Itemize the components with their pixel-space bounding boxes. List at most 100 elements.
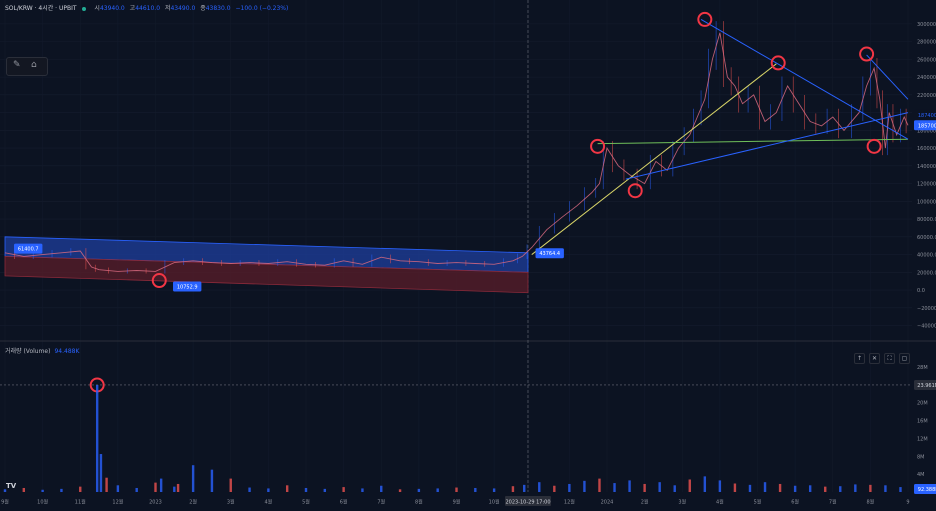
volume-bar <box>824 486 827 492</box>
price-tick-label: 160000.0 <box>917 146 936 152</box>
volume-tick-label: 20M <box>917 401 928 407</box>
time-tick-label: 12월 <box>112 499 123 506</box>
volume-bar <box>793 485 797 492</box>
trend-line-blue[interactable] <box>700 19 909 140</box>
close-value: 43830.0 <box>205 5 231 12</box>
time-tick-label: 4월 <box>716 499 724 506</box>
price-tick-label: 140000.0 <box>917 164 936 170</box>
time-tick-label: 9월 <box>1 499 9 506</box>
price-channels <box>4 236 529 294</box>
price-tick-label: 220000.0 <box>917 93 936 99</box>
current-price-label: 185700.0 <box>918 123 936 129</box>
change-value: −100.0 (−0.23%) <box>235 5 289 12</box>
circle-marker[interactable] <box>627 183 643 199</box>
circle-marker[interactable] <box>151 273 167 289</box>
volume-bar <box>733 483 737 492</box>
draw-tool-icon[interactable]: ✎ <box>13 60 21 70</box>
volume-max-label-box <box>914 379 936 390</box>
circle-marker[interactable] <box>770 55 786 71</box>
current-price-label-box <box>914 120 936 131</box>
time-tick-label: 6월 <box>791 499 799 506</box>
channel-red <box>4 255 529 294</box>
price-tick-label: 300000.0 <box>917 22 936 28</box>
time-tick-label: 2023-10-29 17:00 <box>505 500 550 506</box>
volume-bar <box>688 479 691 492</box>
circle-marker[interactable] <box>697 11 713 27</box>
price-series-line <box>4 32 909 272</box>
volume-max-label: 23.961M <box>917 383 936 389</box>
volume-bar <box>763 482 767 492</box>
volume-bar <box>511 486 515 492</box>
trend-line-blue[interactable] <box>625 112 909 180</box>
volume-bar <box>159 478 163 492</box>
marker-tool-icon[interactable]: ⌂ <box>31 60 37 70</box>
trend-line-blue[interactable] <box>866 54 909 100</box>
price-tick-label: 240000.0 <box>917 75 936 81</box>
low-value: 43490.0 <box>170 5 196 12</box>
time-tick-label: 9 <box>906 500 909 506</box>
time-tick-label: 9월 <box>453 499 461 506</box>
time-tick-label: 10월 <box>37 499 48 506</box>
time-tick-label: 6월 <box>340 499 348 506</box>
volume-title[interactable]: 거래량 (Volume) <box>5 348 51 355</box>
circle-marker[interactable] <box>590 138 606 154</box>
time-tick-label: 3월 <box>227 499 235 506</box>
symbol-title[interactable]: SOL/KRW · 4시간 · UPBIT <box>5 5 77 12</box>
time-tick-label: 2월 <box>641 499 649 506</box>
price-tick-label: 0.0 <box>917 288 925 294</box>
volume-value: 94.488K <box>54 348 80 355</box>
circle-marker[interactable] <box>859 46 875 62</box>
trend-line-yellow[interactable] <box>531 63 777 255</box>
volume-bar <box>229 478 232 492</box>
volume-last-label-box <box>914 484 936 494</box>
volume-bar <box>583 480 586 492</box>
tradingview-logo[interactable]: TV <box>6 482 17 490</box>
time-axis[interactable]: 9월 10월 11월 12월 2023 2월 3월 4월 5월 6월 7월 8월 9월 10월 2023-1… <box>1 496 910 506</box>
high-label: 고 <box>129 5 136 12</box>
volume-bar <box>643 483 646 492</box>
volume-bar <box>323 488 327 492</box>
crosshair-time-box <box>504 496 551 506</box>
volume-bar <box>718 480 722 492</box>
volume-bar <box>436 488 439 492</box>
close-icon[interactable]: ✕ <box>869 353 880 364</box>
time-tick-label: 12월 <box>564 499 575 506</box>
channel-low-label: 10752.9 <box>177 285 198 291</box>
channel-top-label-box <box>14 243 43 254</box>
volume-bar <box>267 488 270 492</box>
volume-bar <box>854 484 857 492</box>
grid <box>0 0 936 492</box>
volume-bar <box>3 489 7 492</box>
close-label: 종 <box>200 5 206 12</box>
open-value: 43940.0 <box>99 5 125 12</box>
volume-bar <box>417 488 421 492</box>
move-up-icon[interactable]: ↑ <box>854 353 865 364</box>
volume-bar <box>361 488 364 492</box>
maximize-icon[interactable]: ⛶ <box>884 353 895 364</box>
circle-marker[interactable] <box>866 138 882 154</box>
price-tick-label: 180000.0 <box>917 128 936 134</box>
volume-bar <box>304 487 308 492</box>
line-price-label: 187400.0 <box>918 113 936 119</box>
volume-bar <box>869 484 872 492</box>
time-tick-label: 3월 <box>678 499 686 506</box>
volume-bar <box>748 484 752 492</box>
time-tick-label: 2024 <box>601 500 614 506</box>
volume-tick-label: 8M <box>917 454 925 460</box>
volume-bar <box>105 477 108 492</box>
trend-lines[interactable] <box>531 19 909 255</box>
volume-bar <box>342 487 345 492</box>
trend-line-green[interactable] <box>597 138 909 145</box>
pane-buttons: ↑ ✕ ⛶ ▢ <box>850 345 910 364</box>
volume-bar <box>568 483 571 492</box>
volume-bar <box>95 384 99 492</box>
collapse-icon[interactable]: ▢ <box>899 353 910 364</box>
price-axis[interactable]: −40000.0 −20000.0 0.0 20000.0 40000.0 60000.0… <box>917 22 936 330</box>
price-line <box>4 32 909 272</box>
price-tick-label: 260000.0 <box>917 57 936 63</box>
drawing-tools: ✎ ⌂ <box>6 57 48 76</box>
volume-bar <box>538 482 541 492</box>
volume-bar <box>884 485 887 492</box>
volume-bar <box>492 488 496 492</box>
